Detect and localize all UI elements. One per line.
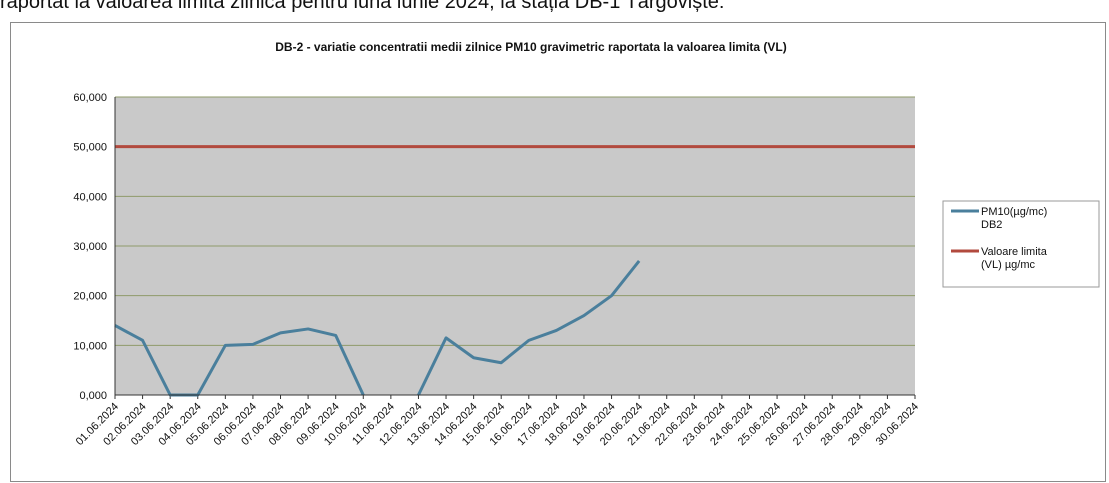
legend-label: DB2 bbox=[981, 219, 1002, 231]
y-tick-label: 60,000 bbox=[73, 92, 107, 104]
y-tick-label: 10,000 bbox=[73, 340, 107, 352]
x-axis-tick-labels: 01.06.202402.06.202403.06.202404.06.2024… bbox=[74, 395, 921, 448]
y-tick-label: 20,000 bbox=[73, 291, 107, 303]
legend: PM10(µg/mc)DB2 Valoare limita(VL) µg/mc bbox=[942, 200, 1100, 288]
data-series bbox=[114, 145, 915, 397]
legend-box bbox=[942, 200, 1100, 288]
pm10-series-line bbox=[114, 324, 365, 397]
y-tick-label: 30,000 bbox=[73, 241, 107, 253]
y-tick-label: 0,000 bbox=[79, 390, 107, 402]
pm10-series-line bbox=[417, 259, 641, 396]
y-tick-label: 40,000 bbox=[73, 191, 107, 203]
legend-label: (VL) µg/mc bbox=[981, 259, 1036, 271]
line-chart: DB-2 - variatie concentratii medii zilni… bbox=[73, 40, 1100, 448]
y-axis-tick-labels: 0,000 10,000 20,000 30,000 40,000 50,000 60,00… bbox=[73, 92, 107, 402]
legend-label: PM10(µg/mc) bbox=[981, 206, 1047, 218]
chart-title: DB-2 - variatie concentratii medii zilni… bbox=[275, 40, 787, 54]
chart-frame: DB-2 - variatie concentratii medii zilni… bbox=[10, 22, 1106, 482]
intro-text: raportat la valoarea limită zilnică pent… bbox=[0, 0, 725, 13]
legend-label: Valoare limita bbox=[981, 246, 1048, 258]
y-tick-label: 50,000 bbox=[73, 142, 107, 154]
